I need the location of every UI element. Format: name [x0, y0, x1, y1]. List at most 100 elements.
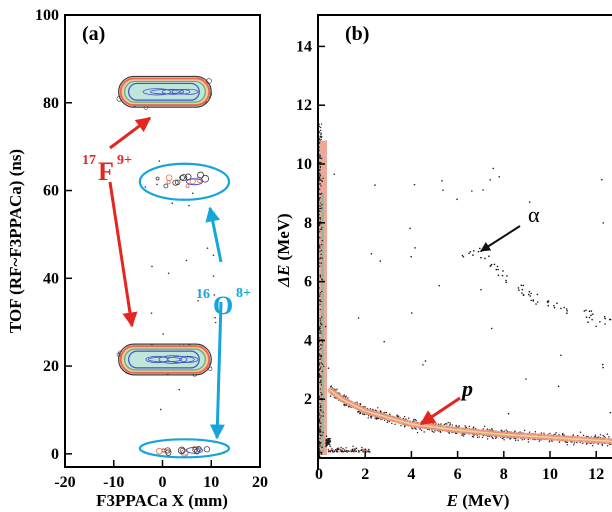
- proton-dot: [394, 423, 396, 425]
- alpha-dot: [553, 305, 555, 307]
- proton-dot: [523, 429, 526, 432]
- f-mass-number: 17: [82, 153, 96, 168]
- proton-dot: [415, 428, 417, 430]
- background-dot: [324, 325, 327, 328]
- proton-dot: [534, 431, 537, 433]
- background-dot: [374, 184, 376, 186]
- f-charge: 9+: [117, 153, 132, 168]
- band-dot: [321, 363, 324, 366]
- background-dot: [370, 252, 373, 255]
- proton-dot: [377, 417, 379, 420]
- background-dot: [441, 180, 443, 182]
- proton-dot: [372, 408, 374, 411]
- proton-dot: [451, 424, 453, 426]
- contour-speck: [166, 180, 171, 185]
- background-dot: [203, 292, 206, 295]
- proton-dot: [358, 451, 360, 453]
- proton-dot: [329, 445, 331, 448]
- proton-dot: [343, 394, 346, 396]
- alpha-arrow: [480, 225, 521, 252]
- contour-speck: [174, 179, 181, 186]
- panel-a-xlabel: F3PPACa X (mm): [96, 491, 228, 510]
- proton-dot: [352, 450, 354, 452]
- alpha-dot: [536, 293, 539, 296]
- o-charge: 8+: [236, 286, 251, 301]
- panel-b-xtick-label: 4: [407, 466, 415, 483]
- panel-a-ytick-label: 100: [35, 7, 59, 24]
- alpha-dot: [477, 250, 480, 253]
- band-dot: [321, 203, 323, 206]
- background-dot: [471, 190, 473, 192]
- proton-dot: [420, 429, 423, 432]
- proton-dot: [368, 451, 370, 453]
- band-dot: [319, 247, 321, 249]
- background-dot: [379, 260, 382, 262]
- proton-dot: [576, 441, 578, 444]
- band-dot: [323, 365, 325, 367]
- band-dot: [320, 132, 322, 135]
- panel-a-ytick-label: 60: [43, 183, 59, 200]
- panel-a-xtick-label: 0: [159, 474, 167, 491]
- o-group-ellipse: [138, 438, 231, 459]
- proton-dot: [327, 437, 330, 440]
- proton-dot: [454, 432, 457, 435]
- band-dot: [322, 177, 324, 180]
- band-dot: [319, 428, 321, 430]
- proton-dot: [350, 449, 352, 451]
- panel-b-annotations: p α: [419, 202, 540, 426]
- proton-dot: [494, 437, 497, 439]
- alpha-dot: [472, 254, 474, 256]
- band-dot: [318, 376, 321, 378]
- contour-speck: [179, 447, 186, 454]
- background-dot: [601, 363, 604, 366]
- proton-dot: [345, 396, 347, 398]
- band-dot: [320, 422, 322, 424]
- contour-speck: [197, 171, 204, 179]
- proton-dot: [446, 423, 448, 425]
- band-dot: [321, 446, 323, 449]
- panel-b-ytick-label: 10: [296, 156, 312, 173]
- proton-dot: [517, 439, 519, 441]
- proton-dot: [384, 411, 386, 414]
- o-group-ellipse: [138, 162, 231, 201]
- proton-dot: [572, 434, 574, 436]
- panel-a-data-layer: [116, 75, 231, 459]
- contour-speck: [185, 184, 190, 189]
- proton-dot: [606, 433, 609, 435]
- band-dot: [319, 210, 321, 212]
- panel-b-xlabel-unit: (MeV): [458, 491, 509, 510]
- background-dot: [413, 183, 416, 186]
- alpha-dot: [603, 315, 606, 318]
- alpha-dot: [468, 252, 470, 255]
- alpha-dot: [478, 247, 481, 250]
- alpha-dot: [590, 314, 592, 317]
- proton-dot: [558, 441, 561, 443]
- band-dot: [320, 410, 322, 412]
- proton-dot: [327, 449, 330, 452]
- band-dot: [320, 253, 322, 256]
- alpha-dot: [522, 294, 525, 296]
- band-dot: [319, 205, 321, 207]
- proton-dot: [602, 434, 604, 437]
- proton-dot: [326, 444, 328, 447]
- alpha-dot: [520, 284, 523, 286]
- background-dot: [456, 198, 458, 201]
- alpha-dot: [588, 310, 591, 313]
- proton-dot: [603, 435, 606, 438]
- band-dot: [319, 216, 322, 219]
- proton-dot: [332, 451, 334, 453]
- contour-core: [185, 446, 203, 454]
- band-dot: [320, 415, 322, 417]
- band-dot: [319, 327, 321, 330]
- proton-dot: [384, 419, 386, 422]
- background-dot: [492, 167, 495, 170]
- proton-dot: [351, 448, 354, 451]
- proton-dot: [447, 421, 449, 424]
- background-dot: [383, 340, 386, 343]
- panel-a-annotations: 17 F 9+ 16 O 8+: [82, 116, 251, 440]
- proton-dot: [363, 413, 365, 416]
- proton-dot: [585, 443, 588, 445]
- proton-dot: [538, 440, 540, 442]
- contour-core: [185, 178, 203, 186]
- band-dot: [321, 226, 323, 229]
